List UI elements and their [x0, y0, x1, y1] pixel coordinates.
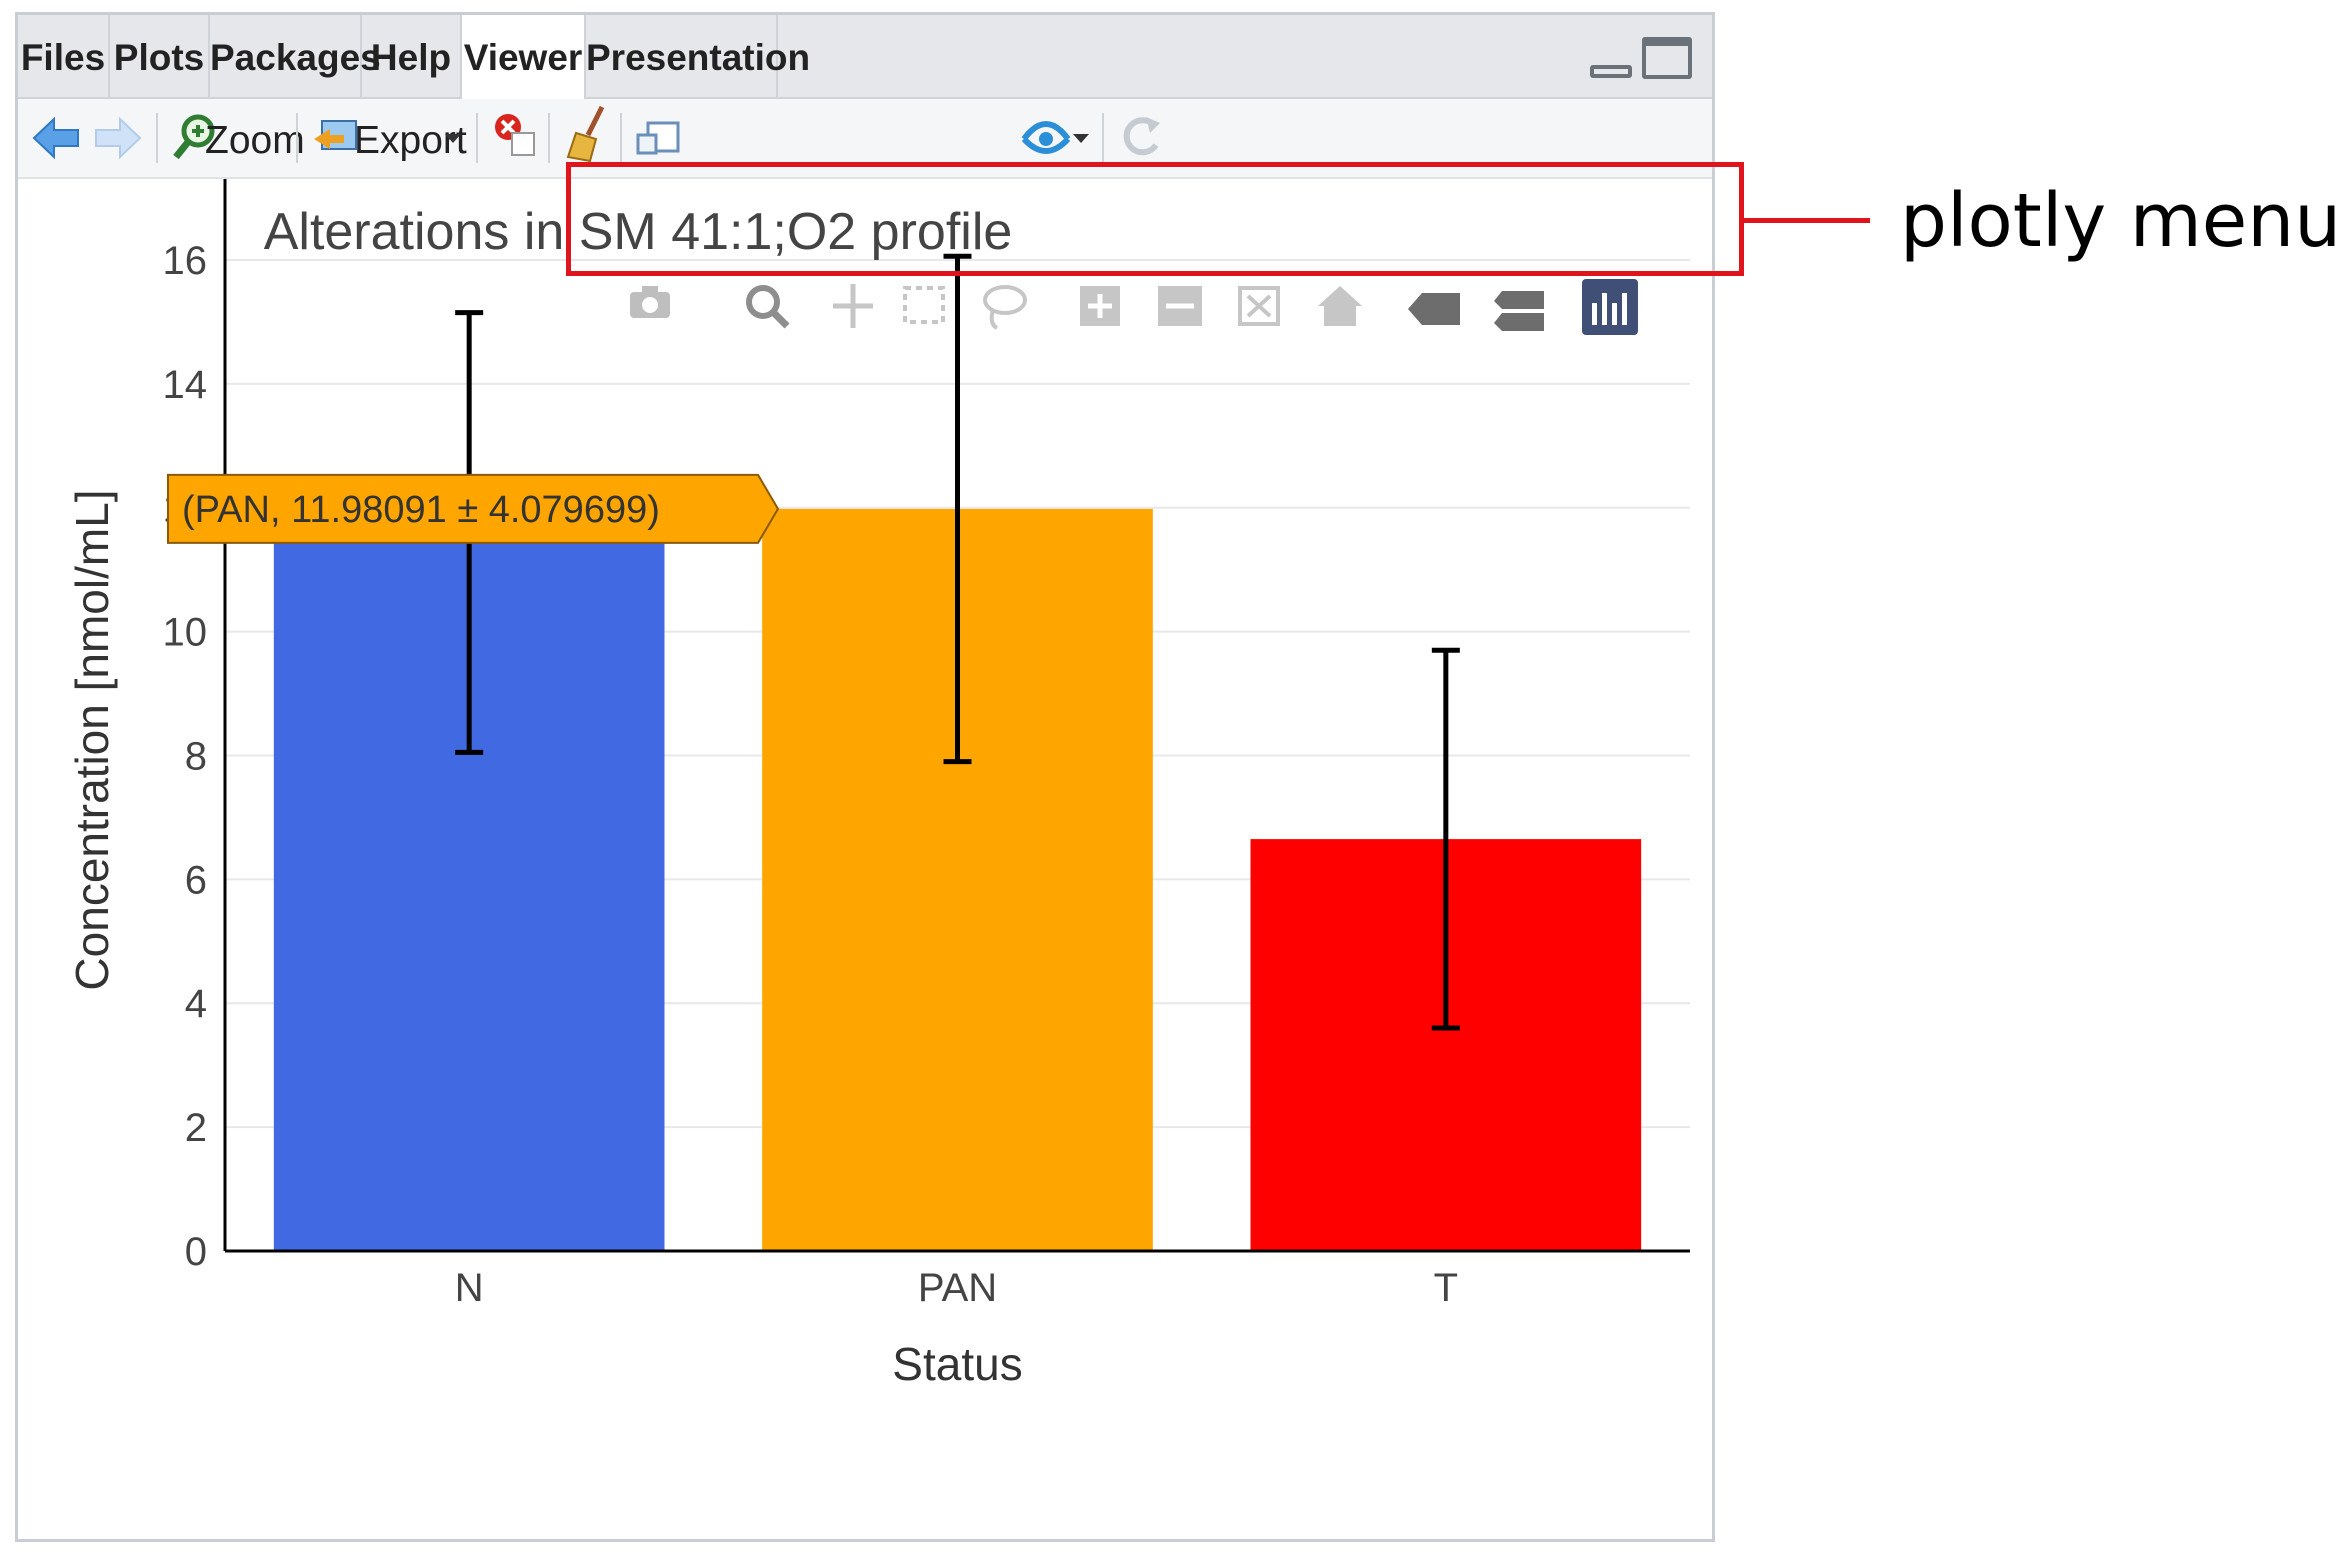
x-axis-title: Status — [892, 1338, 1022, 1390]
hover-closest-icon[interactable] — [1408, 293, 1460, 325]
tooltip-background — [167, 473, 780, 544]
camera-icon[interactable] — [630, 286, 670, 318]
pan-icon[interactable] — [833, 284, 873, 328]
home-icon[interactable] — [1318, 286, 1362, 326]
viewer-pane: Files Plots Packages Help Viewer Present… — [15, 12, 1715, 1542]
y-tick-label: 14 — [163, 363, 208, 407]
tab-viewer[interactable]: Viewer — [462, 15, 586, 99]
tab-help[interactable]: Help — [362, 15, 462, 97]
y-tick-label: 10 — [163, 611, 208, 655]
plotly-modebar — [630, 284, 1362, 330]
box-select-icon[interactable] — [903, 286, 945, 324]
y-tick-label: 0 — [185, 1230, 207, 1274]
window-controls — [1570, 35, 1700, 85]
forward-arrow-icon[interactable] — [90, 99, 146, 177]
x-tick-label: N — [455, 1266, 484, 1310]
export-button[interactable]: Export — [354, 119, 467, 162]
clear-icon[interactable] — [486, 99, 542, 177]
plot-area: 0246810121416NPANT Alterations in SM 41:… — [18, 179, 1712, 1539]
tab-presentation[interactable]: Presentation — [586, 15, 810, 97]
lasso-icon[interactable] — [983, 285, 1027, 330]
export-icon[interactable] — [308, 99, 364, 177]
zoom-icon[interactable] — [746, 285, 790, 329]
y-tick-label: 2 — [185, 1106, 207, 1150]
publish-icon[interactable] — [1018, 99, 1074, 177]
tab-packages[interactable]: Packages — [210, 15, 381, 97]
refresh-icon[interactable] — [1112, 99, 1168, 177]
tab-plots[interactable]: Plots — [110, 15, 210, 97]
hover-compare-icon[interactable] — [1494, 291, 1544, 331]
broom-icon[interactable] — [558, 99, 614, 177]
x-tick-label: T — [1434, 1266, 1458, 1310]
autoscale-icon[interactable] — [1238, 286, 1280, 326]
bars — [273, 508, 1642, 1252]
popout-icon[interactable] — [630, 99, 686, 177]
y-tick-label: 4 — [185, 982, 207, 1026]
y-axis-title: Concentration [nmol/mL] — [66, 489, 118, 990]
annotation-connector — [1744, 218, 1870, 223]
zoom-button[interactable]: Zoom — [205, 119, 305, 162]
pane-tab-bar: Files Plots Packages Help Viewer Present… — [18, 15, 1712, 99]
publish-menu-icon[interactable] — [1068, 99, 1094, 177]
chevron-down-icon[interactable] — [440, 99, 466, 177]
zoom-out-icon[interactable] — [1158, 286, 1202, 326]
back-arrow-icon[interactable] — [28, 99, 84, 177]
zoom-icon[interactable] — [168, 99, 224, 177]
zoom-in-icon[interactable] — [1080, 286, 1120, 326]
tab-files[interactable]: Files — [18, 15, 110, 97]
plotly-menu-highlight — [566, 162, 1744, 276]
minimize-icon[interactable] — [1590, 65, 1632, 78]
maximize-icon[interactable] — [1642, 37, 1692, 79]
y-tick-label: 16 — [163, 239, 208, 283]
x-tick-label: PAN — [918, 1266, 997, 1310]
chart-title: Alterations in SM 41:1;O2 profile — [264, 203, 1013, 261]
annotation-label: plotly menu — [1900, 178, 2342, 264]
y-tick-label: 8 — [185, 734, 207, 778]
plotly-logo-icon[interactable] — [1582, 279, 1638, 335]
hover-tooltip: (PAN, 11.98091 ± 4.079699) — [167, 473, 780, 544]
y-tick-label: 6 — [185, 858, 207, 902]
tooltip-text: (PAN, 11.98091 ± 4.079699) — [182, 489, 660, 531]
bar-chart: 0246810121416NPANT Alterations in SM 41:… — [66, 179, 1690, 1390]
